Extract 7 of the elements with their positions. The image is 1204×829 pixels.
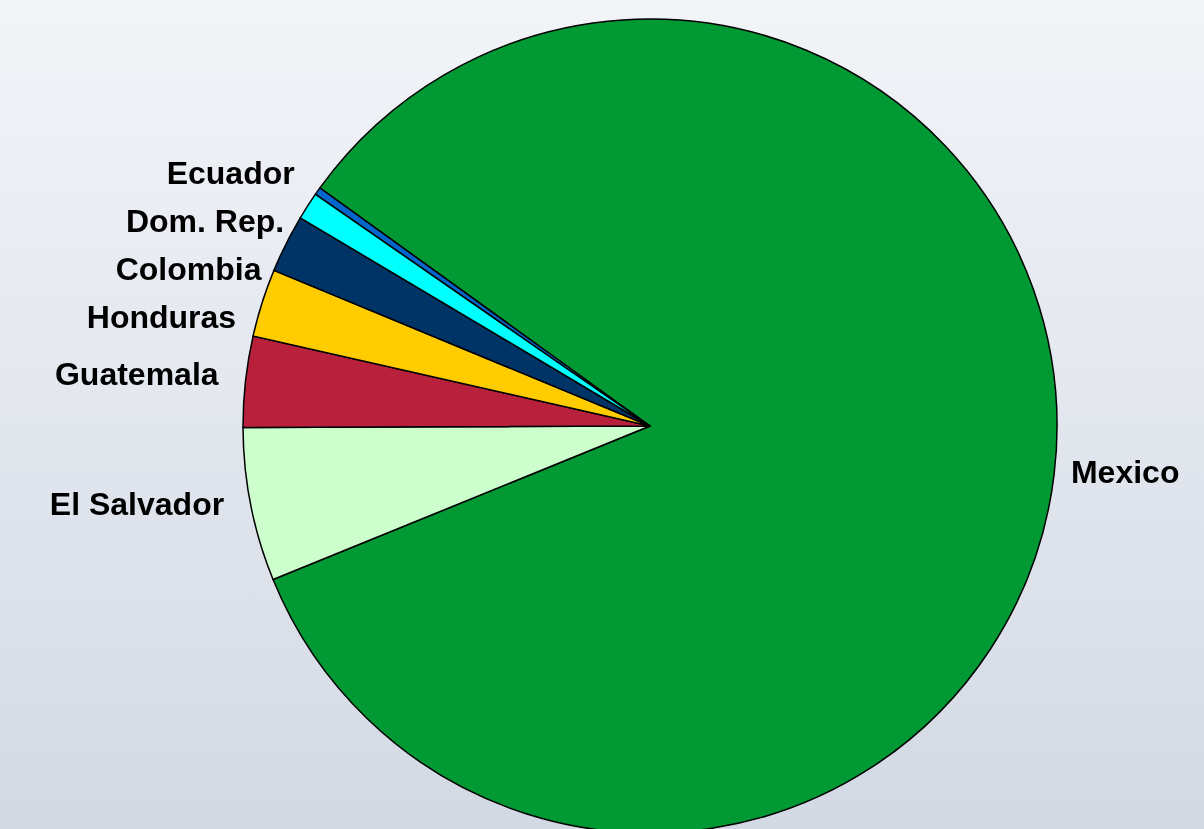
slice-label: Dom. Rep. [125, 203, 285, 240]
slice-label: El Salvador [49, 486, 225, 523]
slice-label: Ecuador [166, 155, 295, 192]
slice-label: Guatemala [54, 356, 219, 393]
slice-label: Colombia [115, 251, 262, 288]
slice-label: Mexico [1070, 453, 1180, 490]
slice-label: Honduras [86, 299, 237, 336]
